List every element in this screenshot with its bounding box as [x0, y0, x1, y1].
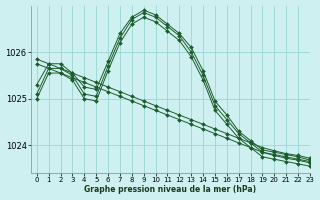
X-axis label: Graphe pression niveau de la mer (hPa): Graphe pression niveau de la mer (hPa) — [84, 185, 257, 194]
